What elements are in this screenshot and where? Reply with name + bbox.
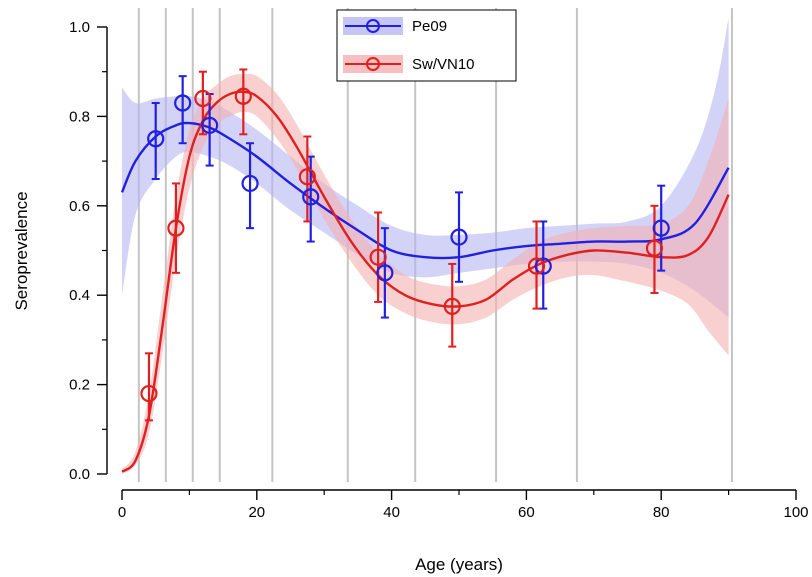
x-tick-label: 80 bbox=[653, 504, 670, 521]
data-point bbox=[645, 239, 664, 257]
data-point bbox=[302, 188, 320, 206]
data-point bbox=[369, 248, 387, 266]
fit-curve bbox=[121, 90, 730, 473]
data-point bbox=[147, 130, 165, 148]
data-point bbox=[534, 257, 552, 275]
y-axis-title: Seroprevalence bbox=[12, 191, 31, 310]
y-tick-label: 0.6 bbox=[69, 198, 90, 215]
confidence-bands bbox=[122, 18, 729, 474]
data-point bbox=[174, 94, 192, 112]
x-tick-label: 20 bbox=[248, 504, 265, 521]
x-tick-label: 100 bbox=[783, 504, 808, 521]
data-point bbox=[201, 116, 219, 134]
x-tick-label: 60 bbox=[518, 504, 535, 521]
data-point bbox=[376, 264, 394, 282]
legend-marker-swatch bbox=[366, 57, 380, 71]
data-point bbox=[194, 89, 212, 108]
x-tick-label: 0 bbox=[118, 504, 126, 521]
y-tick-label: 0.2 bbox=[69, 377, 90, 394]
y-tick-label: 1.0 bbox=[69, 19, 90, 36]
x-tick-label: 40 bbox=[383, 504, 400, 521]
data-point bbox=[443, 297, 461, 315]
confidence-band bbox=[122, 73, 729, 474]
legend-label: Pe09 bbox=[412, 18, 447, 35]
legend-marker-swatch bbox=[366, 19, 380, 33]
legend-label: Sw/VN10 bbox=[412, 56, 475, 73]
data-markers bbox=[140, 87, 670, 403]
data-point bbox=[298, 168, 316, 186]
y-tick-label: 0.4 bbox=[69, 287, 90, 304]
x-axis-title: Age (years) bbox=[415, 555, 503, 574]
data-point bbox=[234, 87, 252, 105]
data-point bbox=[450, 228, 468, 246]
data-point bbox=[241, 174, 259, 193]
data-point bbox=[167, 219, 185, 237]
data-point bbox=[140, 384, 158, 403]
legend: Pe09 Sw/VN10 bbox=[336, 9, 517, 82]
axes: 0 20 40 60 80 100 0.0 0.2 0.4 0.6 0.8 1.0 bbox=[69, 19, 808, 521]
data-point bbox=[527, 257, 546, 275]
y-tick-label: 0.8 bbox=[69, 108, 90, 125]
data-point bbox=[652, 219, 670, 237]
y-tick-label: 0.0 bbox=[69, 466, 90, 483]
